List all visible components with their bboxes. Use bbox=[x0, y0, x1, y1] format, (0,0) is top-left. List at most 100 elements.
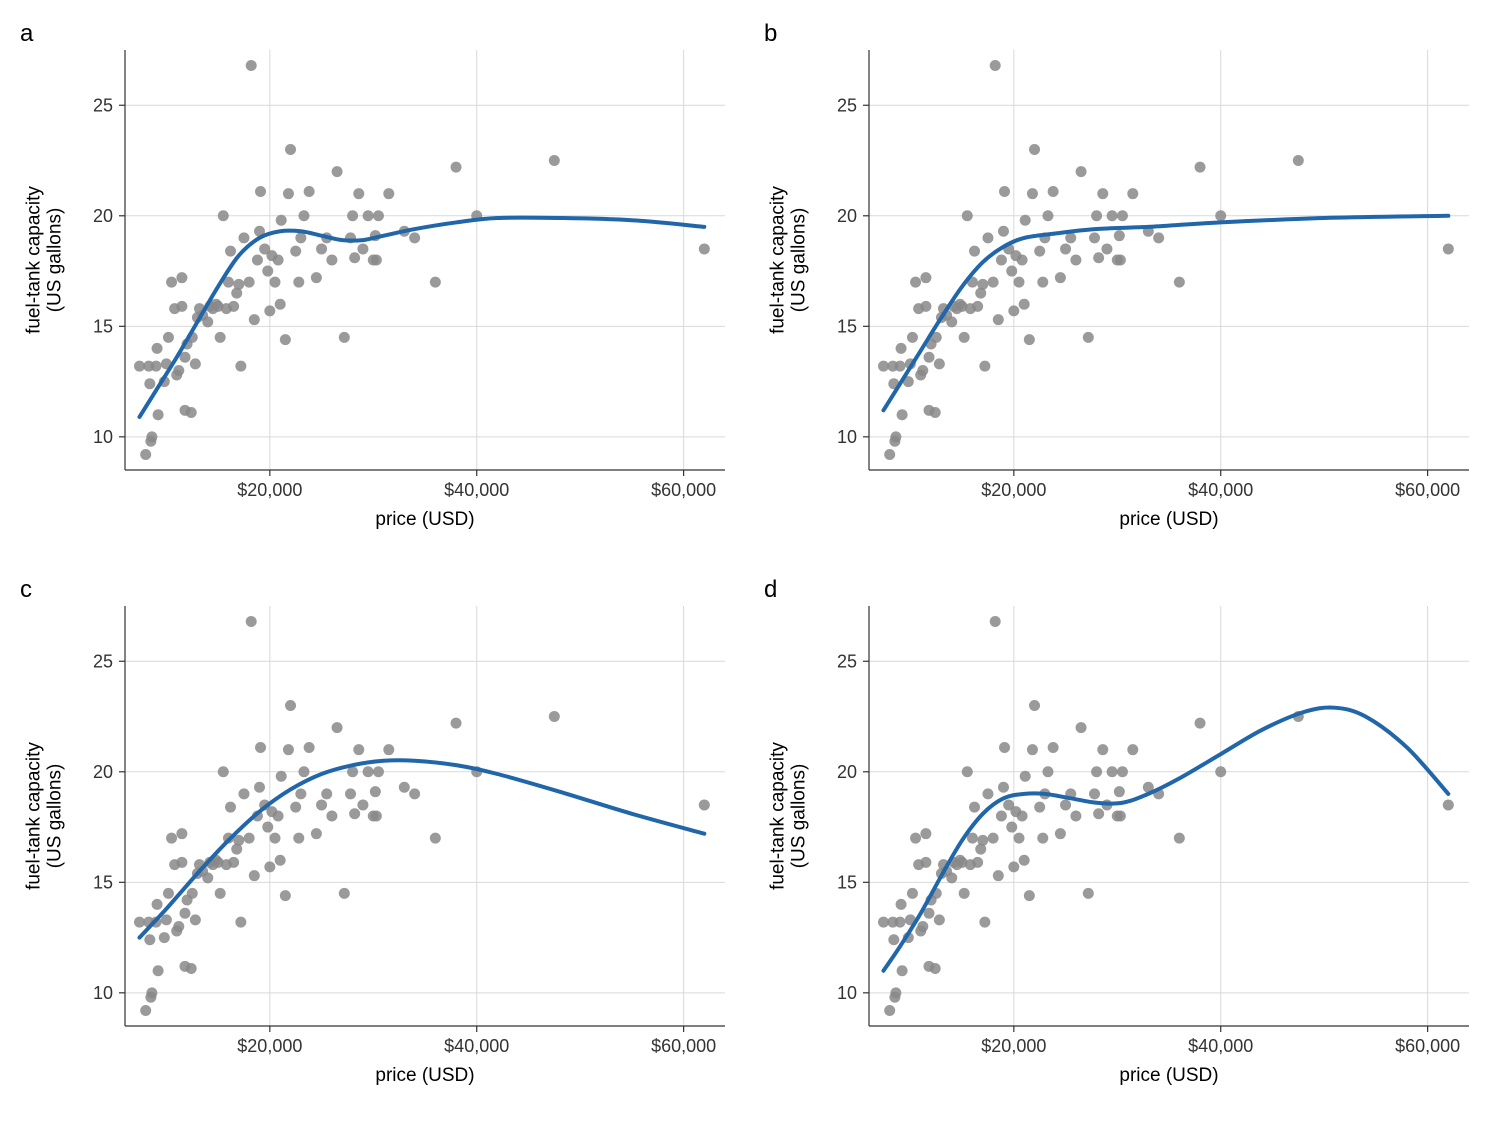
y-tick-label: 10 bbox=[837, 427, 857, 447]
y-axis-label: fuel-tank capacity(US gallons) bbox=[24, 186, 66, 334]
data-point bbox=[353, 744, 364, 755]
data-point bbox=[326, 255, 337, 266]
x-tick-label: $20,000 bbox=[981, 480, 1046, 500]
y-tick-label: 10 bbox=[93, 427, 113, 447]
data-point bbox=[1029, 699, 1040, 710]
data-point bbox=[146, 987, 157, 998]
data-point bbox=[293, 277, 304, 288]
data-point bbox=[1089, 232, 1100, 243]
data-point bbox=[699, 799, 710, 810]
data-point bbox=[890, 431, 901, 442]
data-point bbox=[699, 243, 710, 254]
data-point bbox=[173, 365, 184, 376]
data-point bbox=[1027, 188, 1038, 199]
data-point bbox=[1029, 144, 1040, 155]
data-point bbox=[884, 449, 895, 460]
panel-letter: d bbox=[764, 576, 777, 604]
data-point bbox=[357, 799, 368, 810]
data-point bbox=[1114, 786, 1125, 797]
data-point bbox=[1060, 243, 1071, 254]
data-point bbox=[280, 334, 291, 345]
data-point bbox=[140, 1005, 151, 1016]
panel-letter: a bbox=[20, 20, 33, 48]
data-point bbox=[1091, 766, 1102, 777]
data-point bbox=[270, 277, 281, 288]
data-point bbox=[399, 781, 410, 792]
data-point bbox=[304, 741, 315, 752]
x-tick-label: $40,000 bbox=[444, 480, 509, 500]
data-point bbox=[1024, 890, 1035, 901]
data-point bbox=[249, 870, 260, 881]
data-point bbox=[215, 887, 226, 898]
data-point bbox=[161, 914, 172, 925]
data-point bbox=[910, 277, 921, 288]
data-point bbox=[1174, 277, 1185, 288]
data-point bbox=[1008, 861, 1019, 872]
scatter-plot: $20,000$40,000$60,00010152025price (USD)… bbox=[20, 576, 740, 1106]
data-point bbox=[451, 717, 462, 728]
data-point bbox=[295, 788, 306, 799]
scatter-plot: $20,000$40,000$60,00010152025price (USD)… bbox=[20, 20, 740, 550]
data-point bbox=[977, 279, 988, 290]
data-point bbox=[202, 316, 213, 327]
data-point bbox=[897, 965, 908, 976]
x-tick-label: $60,000 bbox=[651, 480, 716, 500]
trend-line bbox=[139, 218, 704, 417]
data-point bbox=[238, 788, 249, 799]
data-point bbox=[244, 832, 255, 843]
data-point bbox=[276, 770, 287, 781]
scatter-grid: a$20,000$40,000$60,00010152025price (USD… bbox=[20, 20, 1488, 1111]
data-point bbox=[409, 788, 420, 799]
data-point bbox=[186, 963, 197, 974]
data-point bbox=[1076, 722, 1087, 733]
data-point bbox=[409, 232, 420, 243]
data-point bbox=[176, 272, 187, 283]
data-point bbox=[1008, 305, 1019, 316]
data-point bbox=[1060, 799, 1071, 810]
data-point bbox=[451, 162, 462, 173]
data-point bbox=[924, 352, 935, 363]
y-tick-label: 15 bbox=[93, 872, 113, 892]
data-point bbox=[144, 378, 155, 389]
panel-a: a$20,000$40,000$60,00010152025price (USD… bbox=[20, 20, 744, 556]
data-point bbox=[959, 887, 970, 898]
data-point bbox=[934, 358, 945, 369]
data-point bbox=[1024, 334, 1035, 345]
y-tick-label: 25 bbox=[93, 95, 113, 115]
data-point bbox=[339, 887, 350, 898]
data-point bbox=[1215, 766, 1226, 777]
y-tick-label: 10 bbox=[837, 982, 857, 1002]
y-tick-label: 25 bbox=[837, 95, 857, 115]
x-tick-label: $40,000 bbox=[444, 1036, 509, 1056]
y-axis-label: fuel-tank capacity(US gallons) bbox=[24, 741, 66, 889]
data-point bbox=[1117, 210, 1128, 221]
data-point bbox=[290, 801, 301, 812]
y-tick-label: 25 bbox=[837, 651, 857, 671]
data-point bbox=[1027, 744, 1038, 755]
data-point bbox=[896, 898, 907, 909]
data-point bbox=[1042, 766, 1053, 777]
data-point bbox=[1019, 854, 1030, 865]
data-point bbox=[930, 963, 941, 974]
data-point bbox=[293, 832, 304, 843]
data-point bbox=[304, 186, 315, 197]
data-point bbox=[316, 243, 327, 254]
data-point bbox=[1093, 252, 1104, 263]
data-point bbox=[996, 810, 1007, 821]
data-point bbox=[332, 722, 343, 733]
data-point bbox=[233, 279, 244, 290]
data-point bbox=[1020, 770, 1031, 781]
y-tick-label: 20 bbox=[93, 761, 113, 781]
data-point bbox=[339, 332, 350, 343]
data-point bbox=[349, 252, 360, 263]
data-point bbox=[1107, 210, 1118, 221]
data-point bbox=[151, 361, 162, 372]
x-tick-label: $60,000 bbox=[1395, 480, 1460, 500]
data-point bbox=[225, 246, 236, 257]
data-point bbox=[930, 407, 941, 418]
data-point bbox=[1017, 810, 1028, 821]
data-point bbox=[896, 343, 907, 354]
data-point bbox=[907, 332, 918, 343]
data-point bbox=[946, 316, 957, 327]
data-point bbox=[1037, 277, 1048, 288]
